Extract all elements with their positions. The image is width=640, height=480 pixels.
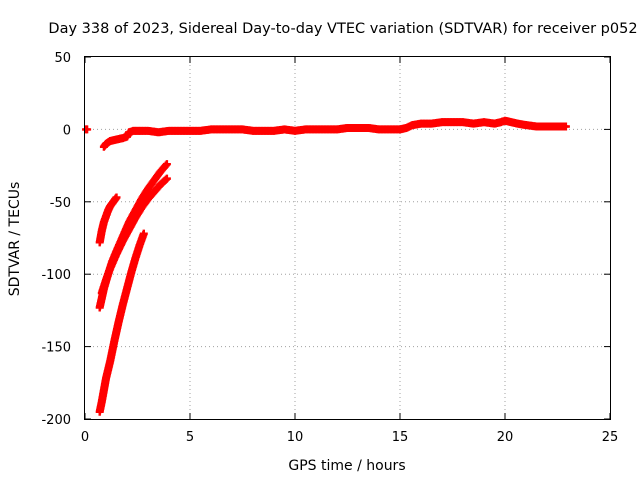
plot-frame <box>84 56 611 420</box>
tick-labels: 0 5 10 15 20 25 -200 -150 -100 -50 0 50 <box>41 51 618 445</box>
y-tick-label: -100 <box>41 268 71 283</box>
y-tick-label: -200 <box>41 413 71 428</box>
data-point <box>162 160 171 169</box>
x-tick-label: 25 <box>602 430 619 445</box>
chart-title: Day 338 of 2023, Sidereal Day-to-day VTE… <box>48 21 637 37</box>
grid-lines <box>85 57 610 419</box>
data-point <box>561 122 570 131</box>
y-tick-label: 50 <box>54 51 71 66</box>
data-markers <box>82 116 570 416</box>
data-point <box>139 229 148 238</box>
x-axis-label: GPS time / hours <box>288 458 405 474</box>
x-tick-label: 5 <box>186 430 194 445</box>
axis-ticks <box>84 56 611 420</box>
series-arc-short <box>95 193 121 247</box>
x-tick-label: 20 <box>497 430 514 445</box>
x-tick-label: 10 <box>287 430 304 445</box>
data-point <box>162 174 171 183</box>
data-point <box>112 193 121 202</box>
series-main-track <box>82 116 570 151</box>
y-tick-label: -150 <box>41 341 71 356</box>
y-tick-label: -50 <box>50 196 71 211</box>
x-tick-label: 0 <box>81 430 89 445</box>
y-axis-label: SDTVAR / TECUs <box>7 182 23 297</box>
x-tick-label: 15 <box>392 430 409 445</box>
y-tick-label: 0 <box>63 123 71 138</box>
series-arc-steep <box>95 229 148 416</box>
series-arc-long-2 <box>97 174 171 298</box>
